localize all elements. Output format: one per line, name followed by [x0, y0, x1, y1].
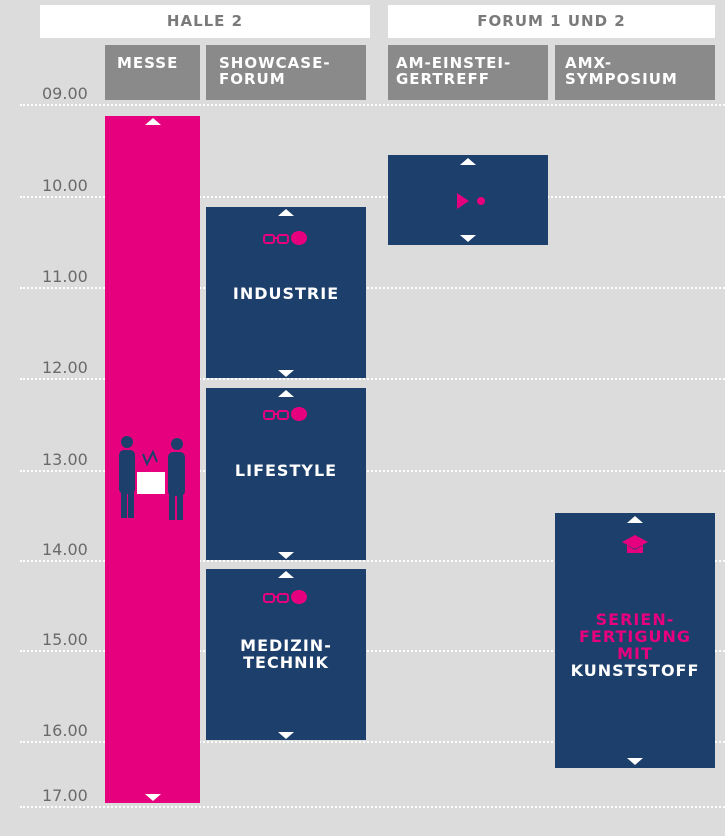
time-label: 11.00 [42, 267, 88, 286]
time-label: 15.00 [42, 630, 88, 649]
hall-title: HALLE 2 [40, 5, 370, 38]
time-line [20, 378, 725, 380]
session-label: SERIEN- FERTIGUNG MIT [579, 610, 691, 663]
hall-title: FORUM 1 UND 2 [388, 5, 715, 38]
glasses-icon [263, 407, 307, 421]
time-line [20, 560, 725, 562]
time-label: 10.00 [42, 176, 88, 195]
time-label: 09.00 [42, 84, 88, 103]
column-header: AMX- SYMPOSIUM [555, 45, 715, 100]
time-line [20, 196, 725, 198]
session-block: SERIEN- FERTIGUNG MIT KUNSTSTOFF [555, 513, 715, 768]
time-line [20, 104, 725, 106]
people-icon [119, 436, 185, 520]
time-line [20, 287, 725, 289]
session-label: LIFESTYLE [234, 461, 338, 480]
messe-block [105, 116, 200, 803]
session-block: LIFESTYLE [206, 388, 366, 560]
play-icon [457, 193, 485, 209]
time-label: 14.00 [42, 540, 88, 559]
session-label: KUNSTSTOFF [570, 661, 700, 680]
glasses-icon [263, 231, 307, 245]
column-header: MESSE [105, 45, 200, 100]
time-line [20, 806, 725, 808]
glasses-icon [263, 590, 307, 604]
column-header: SHOWCASE- FORUM [206, 45, 366, 100]
session-label: INDUSTRIE [232, 284, 340, 303]
session-block: MEDIZIN- TECHNIK [206, 569, 366, 740]
time-label: 12.00 [42, 358, 88, 377]
time-label: 17.00 [42, 786, 88, 805]
session-block [388, 155, 548, 245]
column-header: AM-EINSTEI- GERTREFF [388, 45, 548, 100]
session-block: INDUSTRIE [206, 207, 366, 378]
session-label: MEDIZIN- TECHNIK [240, 636, 332, 672]
graduation-icon [622, 535, 648, 553]
time-line [20, 741, 725, 743]
time-label: 13.00 [42, 450, 88, 469]
time-line [20, 470, 725, 472]
time-label: 16.00 [42, 721, 88, 740]
time-line [20, 650, 725, 652]
